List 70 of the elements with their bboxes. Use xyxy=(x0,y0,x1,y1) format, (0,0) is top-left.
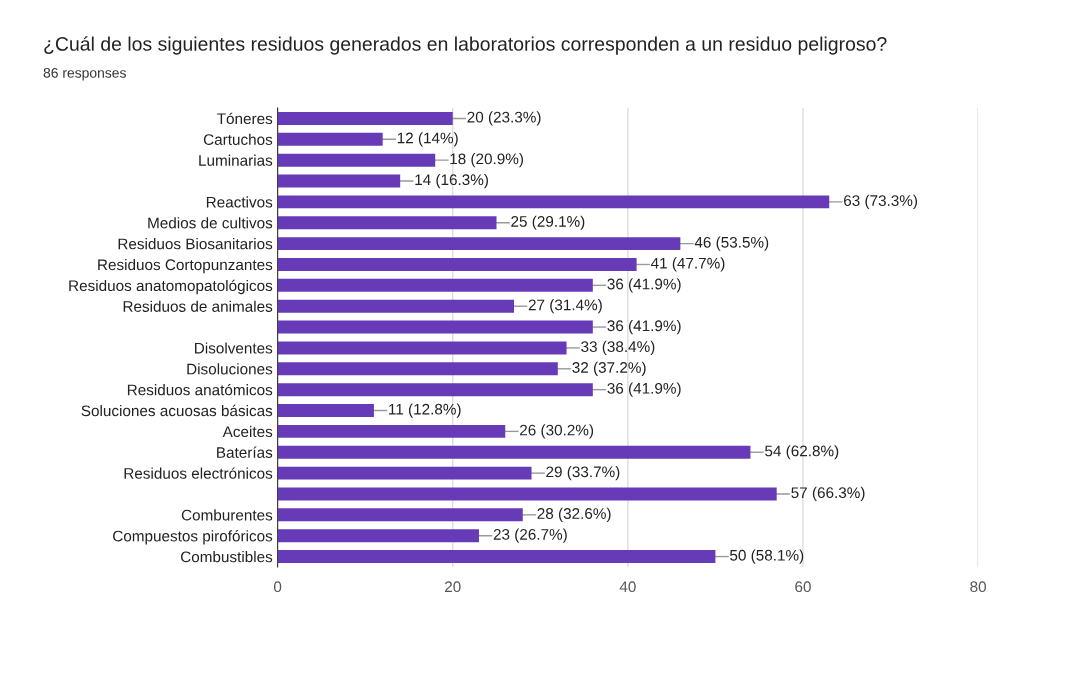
y-tick-label: Reactivos xyxy=(206,196,273,208)
bar xyxy=(277,111,453,125)
bar xyxy=(277,445,751,459)
bar xyxy=(277,404,374,417)
y-tick-label: Soluciones acuosas básicas xyxy=(81,404,273,417)
data-label: 23 (26.7%) xyxy=(493,528,567,543)
data-label: 36 (41.9%) xyxy=(607,319,681,335)
data-label: 33 (38.4%) xyxy=(581,340,655,356)
bar xyxy=(277,174,401,188)
bar xyxy=(277,508,523,522)
y-tick-label: Tóneres xyxy=(217,112,273,125)
bar xyxy=(277,424,506,438)
bar xyxy=(277,383,593,397)
bar xyxy=(277,153,436,167)
y-tick-label: Comburentes xyxy=(181,509,273,521)
data-label: 28 (32.6%) xyxy=(537,507,611,522)
data-label: 57 (66.3%) xyxy=(791,486,865,502)
y-tick-label: Residuos de animales xyxy=(123,300,273,312)
y-tick-label: Medios de cultivos xyxy=(148,217,273,229)
bar xyxy=(277,320,593,334)
bar xyxy=(277,487,777,501)
data-label: 25 (29.1%) xyxy=(511,215,585,230)
data-label: 11 (12.8%) xyxy=(389,403,461,418)
y-tick-label: Residuos Biosanitarios xyxy=(118,238,273,250)
x-tick-label: 60 xyxy=(795,581,811,593)
data-label: 18 (20.9%) xyxy=(450,153,524,168)
y-tick-label: Luminarias xyxy=(199,154,273,166)
data-label: 27 (31.4%) xyxy=(528,299,602,314)
data-label: 29 (33.7%) xyxy=(546,465,620,481)
bar xyxy=(277,466,532,480)
y-tick-label: Residuos anatomopatológicos xyxy=(69,279,273,295)
data-label: 32 (37.2%) xyxy=(572,361,646,376)
x-tick-label: 40 xyxy=(619,581,636,593)
chart-title: ¿Cuál de los siguientes residuos generados en laboratorios corresponden a un residuo peligroso? xyxy=(44,36,887,55)
bar xyxy=(277,550,716,564)
data-label: 50 (58.1%) xyxy=(730,549,804,564)
data-label: 26 (30.2%) xyxy=(520,424,594,439)
y-tick-label: Residuos Cortopunzantes xyxy=(98,258,273,274)
y-tick-label: Combustibles xyxy=(180,551,273,563)
data-label: 41 (47.7%) xyxy=(650,257,725,272)
data-label: 14 (16.3%) xyxy=(415,173,488,189)
y-tick-label: Cartuchos xyxy=(203,133,273,145)
y-tick-label: Residuos electrónicos xyxy=(124,467,273,479)
y-tick-label: Disoluciones xyxy=(187,363,273,375)
data-label: 36 (41.9%) xyxy=(607,278,681,293)
x-tick-label: 20 xyxy=(445,581,461,593)
y-tick-label: Aceites xyxy=(222,425,273,438)
bar xyxy=(277,237,681,251)
data-label: 12 (14%) xyxy=(397,132,458,147)
data-label: 36 (41.9%) xyxy=(607,382,681,397)
x-tick-label: 0 xyxy=(273,581,282,593)
data-label: 20 (23.3%) xyxy=(467,111,541,126)
bar xyxy=(277,362,558,376)
y-tick-label: Compuestos pirofóricos xyxy=(113,530,273,545)
bar xyxy=(277,258,637,271)
data-label: 54 (62.8%) xyxy=(765,445,839,460)
y-tick-label: Disolventes xyxy=(195,342,273,354)
bar xyxy=(277,341,567,355)
data-label: 63 (73.3%) xyxy=(844,194,918,209)
bar xyxy=(277,278,593,292)
bar xyxy=(277,529,479,543)
bar xyxy=(277,216,497,230)
x-tick-label: 80 xyxy=(970,581,986,593)
bar xyxy=(277,132,383,146)
y-tick-label: Residuos anatómicos xyxy=(127,383,273,396)
bar xyxy=(277,195,830,209)
y-tick-label: Baterías xyxy=(217,446,273,458)
data-label: 46 (53.5%) xyxy=(694,236,769,251)
bar xyxy=(277,299,515,313)
text: 86 responses xyxy=(43,67,126,81)
